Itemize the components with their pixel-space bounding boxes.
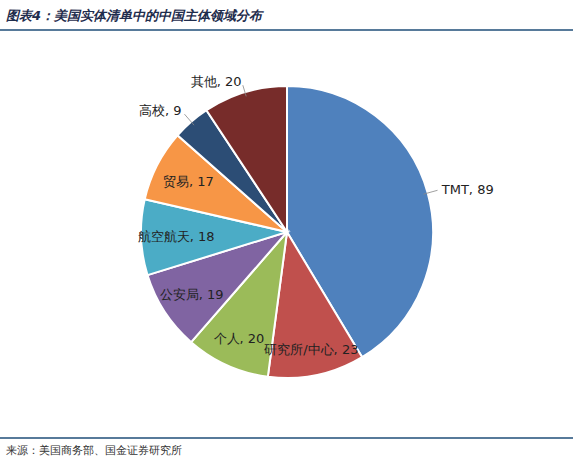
title-rule [0, 29, 573, 31]
leader-line [423, 190, 437, 194]
slice: 其他 [206, 86, 287, 232]
title: 图表4：美国实体清单中的中国主体领域分布 [6, 8, 264, 23]
data-label: 航空航天, 18 [138, 229, 215, 244]
labels: TMT, 89 研究所/中心, 23个人, 20 公安局, 19 航空航天, 18 贸易… [138, 74, 494, 357]
data-label: 研究所/中心, 23 [264, 342, 358, 357]
data-label: 贸易, 17 [163, 174, 214, 189]
source: 来源：美国商务部、国金证券研究所 [6, 444, 182, 457]
data-label: 个人, 20 [214, 331, 265, 346]
data-label: TMT, 89 [441, 182, 494, 197]
leader-line [243, 85, 246, 96]
data-label: 其他, 20 [191, 74, 242, 89]
chart: 图表4：美国实体清单中的中国主体领域分布来源：美国商务部、国金证券研究所TMT研… [0, 0, 573, 461]
leader-line [184, 114, 194, 125]
data-label: 高校, 9 [139, 103, 182, 118]
data-label: 公安局, 19 [160, 287, 224, 302]
source-rule [0, 437, 573, 439]
